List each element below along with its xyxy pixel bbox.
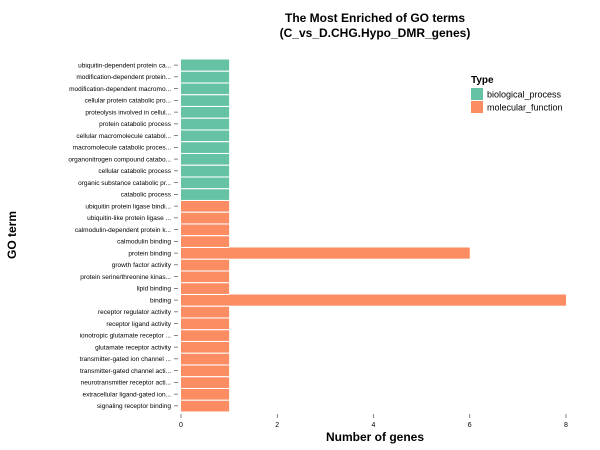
category-label: calmodulin binding xyxy=(117,239,171,246)
bar-7 xyxy=(181,141,230,153)
category-labels-group: ubiquitin-dependent protein ca... modific… xyxy=(68,62,178,410)
bar-26 xyxy=(181,365,230,377)
category-label: protein catabolic process xyxy=(99,121,172,128)
category-label: macromolecule catabolic proces... xyxy=(73,145,171,152)
category-label: ubiquitin-like protein ligase ... xyxy=(87,215,171,222)
legend-swatch-molecular_function xyxy=(471,101,483,113)
bar-15 xyxy=(181,235,230,247)
legend-swatch-biological_process xyxy=(471,88,483,100)
category-label: proteolysis involved in cellul... xyxy=(85,109,171,116)
bar-1 xyxy=(181,71,230,83)
category-label: modification-dependent macromo... xyxy=(69,86,171,93)
x-tick-label: 4 xyxy=(372,422,376,429)
category-label: growth factor activity xyxy=(112,262,172,269)
bar-10 xyxy=(181,177,230,189)
bar-27 xyxy=(181,376,230,388)
bar-19 xyxy=(181,282,230,294)
bar-16 xyxy=(181,247,470,259)
category-label: binding xyxy=(150,297,171,304)
category-label: calmodulin-dependent protein k... xyxy=(75,227,171,234)
category-label: catabolic process xyxy=(121,192,172,199)
category-label: protein binding xyxy=(128,250,171,257)
category-label: receptor regulator activity xyxy=(98,309,172,316)
category-label: signaling receptor binding xyxy=(97,403,171,410)
x-axis: 0 2 4 6 8 xyxy=(179,414,568,429)
category-label: cellular protein catabolic pro... xyxy=(85,98,172,105)
bar-6 xyxy=(181,130,230,142)
category-label: protein serine/threonine kinas... xyxy=(80,274,171,281)
x-tick-label: 6 xyxy=(468,422,472,429)
category-label: cellular macromolecule catabol... xyxy=(76,133,171,140)
bar-24 xyxy=(181,341,230,353)
bar-8 xyxy=(181,153,230,165)
chart-title-line1: The Most Enriched of GO terms xyxy=(285,11,465,25)
bar-29 xyxy=(181,400,230,412)
bar-21 xyxy=(181,306,230,318)
legend-label-molecular_function: molecular_function xyxy=(487,103,563,113)
bar-20 xyxy=(181,294,566,306)
bar-28 xyxy=(181,388,230,400)
bar-2 xyxy=(181,83,230,95)
bar-9 xyxy=(181,165,230,177)
category-label: ubiquitin-dependent protein ca... xyxy=(78,62,171,69)
x-axis-label: Number of genes xyxy=(326,430,424,444)
category-label: extracellular ligand-gated ion... xyxy=(82,391,171,398)
bar-13 xyxy=(181,212,230,224)
category-label: modification-dependent protein... xyxy=(76,74,171,81)
x-tick-label: 0 xyxy=(179,422,183,429)
category-label: organonitrogen compound catabo... xyxy=(68,156,171,163)
category-label: ubiquitin protein ligase bindi... xyxy=(85,203,171,210)
category-label: cellular catabolic process xyxy=(98,168,171,175)
bar-3 xyxy=(181,94,230,106)
legend: Type biological_process molecular_functio… xyxy=(471,75,563,113)
bar-11 xyxy=(181,188,230,200)
bar-23 xyxy=(181,329,230,341)
legend-label-biological_process: biological_process xyxy=(487,90,562,100)
bar-18 xyxy=(181,271,230,283)
category-label: ionotropic glutamate receptor ... xyxy=(80,333,172,340)
category-label: neurotransmitter receptor acti... xyxy=(81,380,172,387)
category-label: glutamate receptor activity xyxy=(95,344,172,351)
bar-17 xyxy=(181,259,230,271)
y-axis-label: GO term xyxy=(5,211,19,259)
x-tick-label: 8 xyxy=(564,422,568,429)
category-label: transmitter-gated channel acti... xyxy=(80,368,171,375)
bar-14 xyxy=(181,224,230,236)
category-label: transmitter-gated ion channel ... xyxy=(80,356,172,363)
bar-12 xyxy=(181,200,230,212)
category-label: lipid binding xyxy=(137,286,172,293)
bar-22 xyxy=(181,318,230,330)
category-label: receptor ligand activity xyxy=(106,321,171,328)
category-label: organic substance catabolic pr... xyxy=(78,180,171,187)
legend-title: Type xyxy=(471,75,494,86)
bar-5 xyxy=(181,118,230,130)
bar-25 xyxy=(181,353,230,365)
bar-4 xyxy=(181,106,230,118)
x-tick-label: 2 xyxy=(275,422,279,429)
bar-0 xyxy=(181,59,230,71)
bars-group xyxy=(181,59,566,412)
chart-title-line2: (C_vs_D.CHG.Hypo_DMR_genes) xyxy=(280,26,471,40)
